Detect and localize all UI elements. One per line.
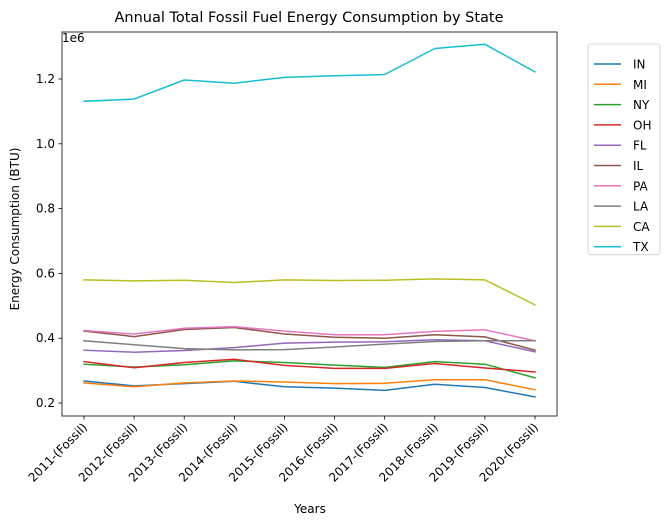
- series-line-pa: [83, 325, 536, 342]
- y-tick-label: 1.2: [36, 72, 55, 86]
- series-line-ny: [83, 360, 536, 379]
- legend-label-oh: OH: [633, 118, 651, 132]
- legend-label-la: LA: [633, 200, 649, 214]
- legend-label-pa: PA: [633, 179, 648, 193]
- y-axis-label: Energy Consumption (BTU): [8, 148, 22, 311]
- legend-label-tx: TX: [632, 240, 649, 254]
- legend-label-fl: FL: [633, 139, 647, 153]
- y-tick-label: 0.8: [36, 202, 55, 216]
- series-line-ca: [83, 278, 537, 306]
- legend-label-in: IN: [633, 58, 646, 72]
- plot-layer: 0.20.40.60.81.01.22011-(Fossil)2012-(Fos…: [26, 31, 558, 485]
- legend-label-mi: MI: [633, 78, 647, 92]
- legend-label-il: IL: [633, 159, 644, 173]
- plot-frame: [61, 31, 558, 417]
- chart-title: Annual Total Fossil Fuel Energy Consumpt…: [114, 10, 503, 26]
- series-line-fl: [83, 339, 536, 353]
- y-tick-label: 0.4: [36, 331, 55, 345]
- series-line-la: [83, 339, 536, 351]
- x-axis-label: Years: [293, 502, 326, 516]
- series-line-oh: [83, 358, 536, 373]
- y-tick-label: 0.2: [36, 396, 55, 410]
- legend-box: [587, 43, 661, 256]
- legend-label-ca: CA: [633, 220, 650, 234]
- series-line-mi: [83, 378, 536, 391]
- series-line-il: [83, 326, 536, 352]
- y-tick-label: 1.0: [36, 137, 55, 151]
- legend: IN MI NY OH FL IL PA LA CA TX: [587, 43, 661, 256]
- y-tick-label: 0.6: [36, 266, 55, 280]
- legend-label-ny: NY: [633, 98, 650, 112]
- series-line-tx: [83, 43, 537, 103]
- y-axis-offset-label: 1e6: [62, 31, 85, 45]
